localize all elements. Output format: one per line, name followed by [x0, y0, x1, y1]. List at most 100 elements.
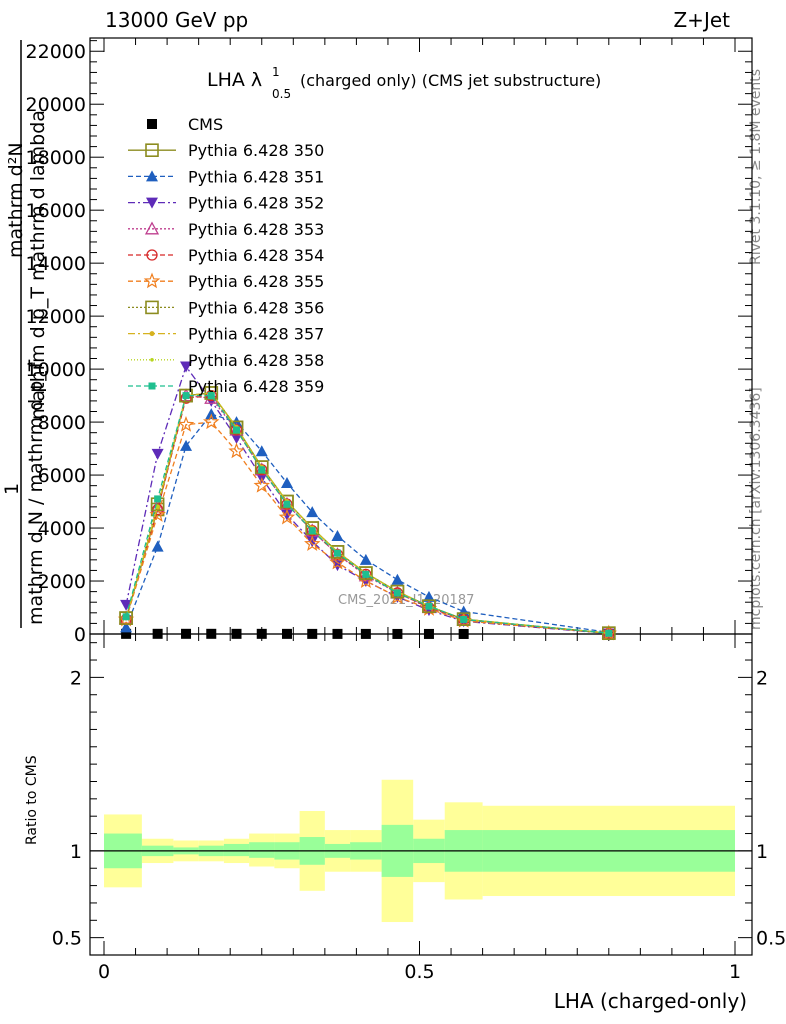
title-subscript: 0.5 [272, 87, 291, 101]
series-0-point-7 [307, 628, 318, 639]
series-7-point-0 [119, 611, 133, 625]
series-10-point-4 [233, 426, 241, 434]
series-10-point-3 [207, 392, 215, 400]
ratio-stat-band-5 [249, 842, 275, 858]
series-0-point-11 [423, 628, 434, 639]
series-0-point-3 [206, 628, 217, 639]
series-2-point-9 [359, 553, 372, 565]
series-6-point-8 [329, 553, 346, 570]
series-2-point-0 [120, 621, 133, 633]
ratio-stat-band-4 [223, 843, 250, 857]
series-6-point-1 [149, 506, 166, 522]
series-4-point-1 [150, 499, 165, 513]
legend-entry-9: Pythia 6.428 358 [128, 351, 324, 370]
ratio-ytick-label-1: 1 [70, 841, 82, 863]
series-10-point-13 [605, 629, 613, 637]
legend-label-1: Pythia 6.428 350 [188, 141, 324, 160]
main-ytick-label-3: 6000 [38, 465, 86, 487]
series-6-point-10 [389, 588, 406, 604]
ratio-ytick-label-right-0: 0.5 [756, 928, 786, 950]
series-6-point-3 [202, 413, 220, 430]
main-ytick-label-0: 0 [74, 624, 86, 646]
series-2-point-11 [422, 590, 435, 602]
series-0-point-12 [458, 628, 469, 639]
series-7-point-11 [422, 599, 436, 613]
main-ytick-label-10: 20000 [26, 94, 86, 116]
ylabel-line4: mathrm d N / mathrm d p_T [25, 359, 47, 625]
legend-marker-7 [145, 300, 159, 315]
series-6-point-7 [304, 535, 321, 551]
title-rest: (charged only) (CMS jet substructure) [300, 71, 601, 90]
ratio-ytick-label-0: 0.5 [52, 928, 82, 950]
title-superscript: 1 [272, 65, 280, 79]
series-2-point-5 [255, 445, 268, 457]
series-6-point-2 [177, 416, 195, 432]
legend-marker-9 [150, 358, 154, 362]
series-3-point-1 [151, 448, 164, 460]
main-y-axis-label: mathrm d²N mathrm d p_T mathrm d lambda … [1, 40, 49, 628]
series-7-point-9 [359, 566, 373, 580]
series-6-point-5 [253, 477, 270, 493]
main-ytick-label-9: 18000 [26, 147, 86, 169]
series-10-point-1 [154, 495, 162, 503]
main-axes: 0 2000 4000 6000 8000 10000 12000 14000 16000 180… [26, 37, 753, 646]
legend: CMS Pythia 6.428 350 Pythia 6.428 351 Pythi… [128, 115, 324, 396]
legend-marker-5 [146, 249, 158, 261]
ratio-ytick-label-right-1: 1 [756, 841, 768, 863]
ratio-bands [90, 779, 752, 923]
legend-label-0: CMS [188, 115, 223, 134]
series-line-5 [125, 394, 609, 634]
series-7-point-10 [390, 584, 405, 599]
ratio-y-axis-label: Ratio to CMS [24, 755, 40, 845]
series-3-point-6 [280, 509, 293, 521]
main-ytick-label-11: 22000 [26, 41, 86, 63]
series-2-point-1 [151, 540, 164, 552]
header-right-label: Z+Jet [673, 8, 730, 32]
series-0-point-9 [360, 628, 371, 639]
main-ytick-label-7: 14000 [26, 253, 86, 275]
legend-marker-3 [146, 197, 158, 209]
series-2-point-2 [180, 439, 193, 451]
series-10-point-6 [283, 500, 291, 508]
legend-label-5: Pythia 6.428 354 [188, 246, 324, 265]
series-0-point-8 [332, 628, 343, 639]
main-ytick-label-1: 2000 [38, 571, 86, 593]
title-main: LHA λ [207, 69, 262, 91]
series-0 [121, 628, 614, 639]
ratio-xtick-label-0: 0 [98, 961, 110, 983]
series-10 [122, 392, 613, 637]
legend-entry-2: Pythia 6.428 351 [128, 167, 324, 186]
legend-entry-3: Pythia 6.428 352 [128, 194, 324, 213]
header-left-label: 13000 GeV pp [105, 8, 248, 32]
series-3-point-4 [230, 432, 243, 444]
legend-label-8: Pythia 6.428 357 [188, 325, 324, 344]
legend-entry-4: Pythia 6.428 353 [128, 220, 324, 239]
legend-entry-6: Pythia 6.428 355 [128, 272, 324, 291]
x-axis-label: LHA (charged-only) [554, 989, 747, 1013]
legend-entry-1: Pythia 6.428 350 [128, 141, 324, 160]
series-0-point-10 [392, 628, 403, 639]
legend-label-7: Pythia 6.428 356 [188, 298, 324, 317]
legend-entry-8: Pythia 6.428 357 [128, 325, 324, 344]
legend-marker-10 [148, 382, 156, 390]
series-6-point-6 [278, 508, 296, 525]
series-0-point-4 [231, 628, 242, 639]
series-10-point-9 [362, 570, 370, 578]
series-10-point-8 [333, 549, 341, 557]
main-ytick-label-4: 8000 [38, 412, 86, 434]
series-10-point-5 [258, 466, 266, 474]
ratio-ytick-label-2: 2 [70, 667, 82, 689]
series-10-point-0 [122, 613, 130, 621]
ylabel-line3: 1 [1, 483, 23, 495]
main-series [117, 361, 618, 641]
legend-marker-2 [146, 170, 158, 182]
series-10-point-7 [308, 527, 316, 535]
series-line-10 [125, 394, 609, 634]
main-ytick-label-8: 16000 [26, 200, 86, 222]
series-3-point-2 [180, 361, 193, 373]
legend-entry-7: Pythia 6.428 356 [128, 298, 324, 317]
ratio-frame [89, 633, 753, 956]
ylabel-line2: mathrm d p_T mathrm d lambda [27, 110, 49, 420]
plot-title: LHA λ 1 0.5 (charged only) (CMS jet subs… [207, 65, 601, 101]
main-ytick-label-5: 10000 [26, 359, 86, 381]
